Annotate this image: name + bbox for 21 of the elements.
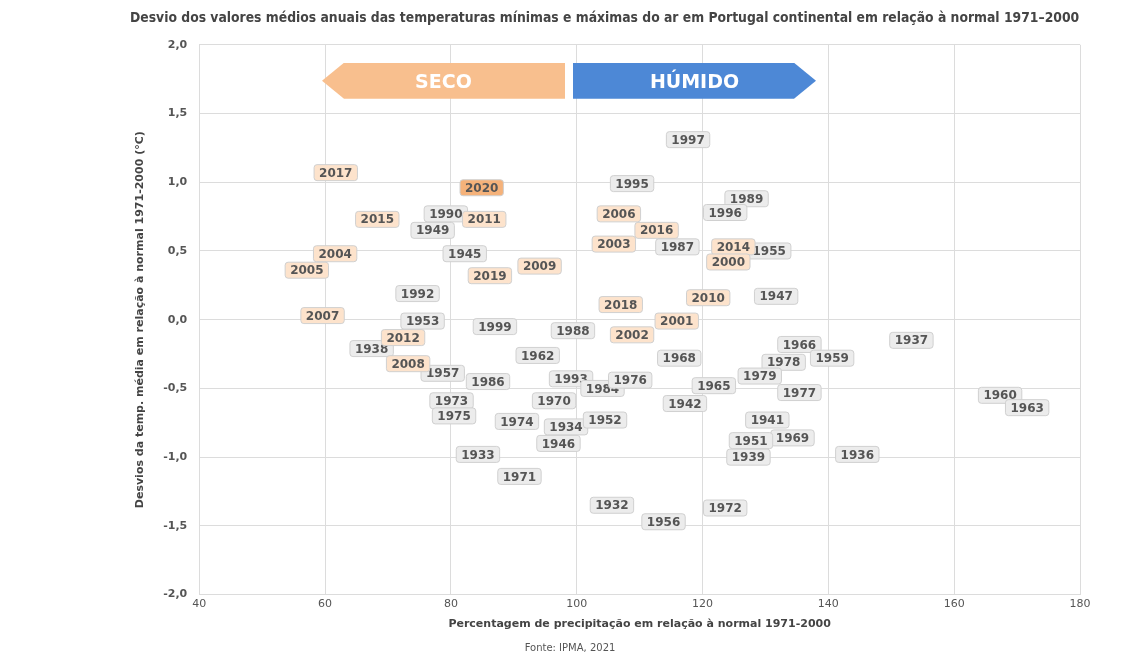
x-tick-label: 120 xyxy=(692,597,714,611)
y-axis-title: Desvios da temp. média em relação à normal 1971-2000 (°C) xyxy=(133,131,147,509)
x-tick-label: 40 xyxy=(192,597,207,611)
y-tick-label: 0,5 xyxy=(167,243,188,257)
x-tick-label: 100 xyxy=(566,597,588,611)
x-tick-label: 180 xyxy=(1069,597,1091,611)
y-tick-label: 0,0 xyxy=(167,312,188,326)
y-tick-label: 2,0 xyxy=(167,37,188,51)
x-tick-label: 60 xyxy=(318,597,333,611)
y-tick-label: 1,5 xyxy=(167,106,188,120)
y-tick-label: -2,0 xyxy=(163,587,188,601)
x-tick-label: 140 xyxy=(817,597,839,611)
chart-title: Desvio dos valores médios anuais das temperaturas mínimas e máximas do ar em Portugal continental em relação à normal 1971–2000 xyxy=(130,9,1080,26)
source-note: Fonte: IPMA, 2021 xyxy=(523,642,617,653)
y-tick-label: -0,5 xyxy=(163,381,188,395)
x-tick-label: 160 xyxy=(943,597,965,611)
x-axis-title: Percentagem de precipitação em relação à normal 1971-2000 xyxy=(448,617,832,631)
y-tick-label: 1,0 xyxy=(167,175,188,189)
y-tick-label: -1,5 xyxy=(163,518,188,532)
y-tick-label: -1,0 xyxy=(163,450,188,464)
x-tick-label: 80 xyxy=(443,597,458,611)
